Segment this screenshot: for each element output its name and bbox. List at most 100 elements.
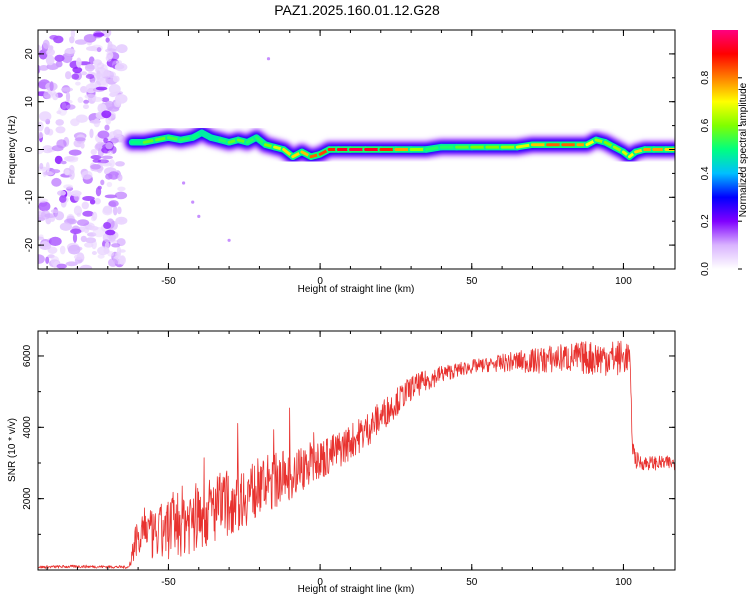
noise-blob: [111, 243, 120, 247]
noise-blob: [89, 120, 101, 124]
snr-panel: -50 0 50 100 2000 4000 6000 Height of straight…: [7, 331, 675, 595]
noise-blob: [75, 137, 86, 141]
noise-blob: [80, 265, 92, 272]
colorbar: 0.0 0.2 0.4 0.6 0.8 Normalized spectral ampl…: [700, 30, 749, 276]
noise-blob: [49, 237, 62, 246]
noise-blob: [108, 150, 113, 155]
snr-plot-area: [38, 331, 675, 570]
noise-blob: [106, 51, 113, 59]
noise-blob: [69, 150, 82, 156]
noise-blob: [191, 201, 194, 204]
noise-blob: [44, 127, 50, 135]
noise-blob: [63, 184, 73, 188]
noise-blob: [89, 129, 93, 139]
y-tick-label: -10: [24, 190, 35, 205]
noise-blob: [70, 190, 81, 196]
noise-blob: [57, 264, 67, 269]
noise-blob: [65, 71, 71, 79]
noise-blob: [46, 162, 50, 172]
noise-blob: [62, 102, 67, 110]
noise-blob: [35, 132, 44, 139]
noise-blob: [51, 209, 59, 213]
noise-blob: [75, 39, 87, 45]
x-tick-label: 100: [615, 577, 632, 588]
x-tick-label: -50: [161, 577, 176, 588]
figure: PAZ1.2025.160.01.12.G28 -50 0 50 100-20-100…: [0, 0, 750, 600]
noise-blob: [81, 171, 92, 180]
noise-blob: [72, 67, 82, 73]
noise-blob: [80, 142, 84, 148]
noise-blob: [52, 145, 64, 151]
snr-x-axis-label: Height of straight line (km): [298, 584, 415, 595]
x-tick-label: 50: [466, 577, 478, 588]
noise-blob: [105, 242, 110, 250]
noise-blob: [69, 170, 75, 180]
noise-blob: [89, 226, 99, 231]
noise-blob: [60, 223, 72, 231]
noise-blob: [115, 192, 127, 200]
noise-blob: [115, 161, 125, 166]
noise-blob: [82, 196, 95, 201]
noise-blob: [101, 110, 111, 118]
y-tick-label: -20: [24, 237, 35, 252]
colorbar-gradient: [712, 30, 738, 269]
noise-blob: [82, 202, 89, 210]
noise-blob: [105, 142, 113, 149]
colorbar-tick-label: 0.4: [700, 166, 711, 180]
noise-blob: [108, 258, 118, 267]
noise-blob: [39, 111, 51, 121]
x-tick-label: 100: [615, 276, 632, 287]
noise-blob: [66, 92, 70, 102]
noise-blob: [100, 180, 104, 186]
noise-blob: [46, 55, 55, 65]
noise-blob: [61, 161, 67, 165]
heatmap-y-axis-label: Frequency (Hz): [7, 116, 18, 185]
noise-blob: [74, 206, 82, 216]
noise-blob: [228, 239, 231, 242]
noise-blob: [117, 187, 125, 192]
noise-blob: [86, 74, 94, 79]
noise-blob: [92, 97, 103, 102]
noise-blob: [50, 81, 54, 91]
noise-blob: [43, 40, 50, 49]
noise-blob: [82, 211, 93, 217]
noise-blob: [35, 237, 44, 241]
noise-blob: [115, 94, 128, 104]
heatmap-panel: -50 0 50 100-20-1001020 Height of straight …: [7, 28, 675, 295]
y-tick-label: 10: [24, 96, 35, 108]
noise-blob: [98, 131, 110, 139]
noise-blob: [45, 257, 49, 264]
noise-blob: [116, 44, 127, 53]
noise-blob: [51, 178, 61, 187]
colorbar-tick-label: 0.2: [700, 214, 711, 228]
noise-blob: [109, 84, 121, 94]
y-tick-label: 20: [24, 48, 35, 60]
noise-blob: [77, 219, 89, 226]
noise-blob: [93, 33, 104, 37]
noise-blob: [98, 254, 105, 259]
noise-blob: [118, 174, 123, 181]
noise-blob: [97, 47, 102, 52]
snr-y-axis-label: SNR (10 * v/v): [7, 418, 18, 482]
noise-blob: [61, 87, 73, 92]
noise-blob: [91, 149, 97, 155]
noise-blob: [103, 206, 112, 214]
noise-blob: [182, 181, 185, 184]
noise-blob: [117, 207, 122, 215]
noise-blob: [113, 129, 122, 137]
noise-blob: [66, 104, 76, 109]
noise-blob: [81, 71, 87, 75]
noise-blob: [39, 163, 43, 169]
x-tick-label: -50: [161, 276, 176, 287]
noise-blob: [105, 230, 115, 235]
noise-blob: [55, 119, 64, 126]
noise-blob: [91, 216, 96, 222]
noise-blob: [113, 76, 120, 83]
noise-blob: [75, 82, 81, 86]
noise-blob: [60, 246, 66, 255]
noise-blob: [95, 74, 104, 82]
noise-blob: [98, 159, 109, 163]
noise-blob: [78, 97, 84, 103]
noise-blob: [98, 186, 102, 190]
y-tick-label: 6000: [22, 344, 33, 367]
